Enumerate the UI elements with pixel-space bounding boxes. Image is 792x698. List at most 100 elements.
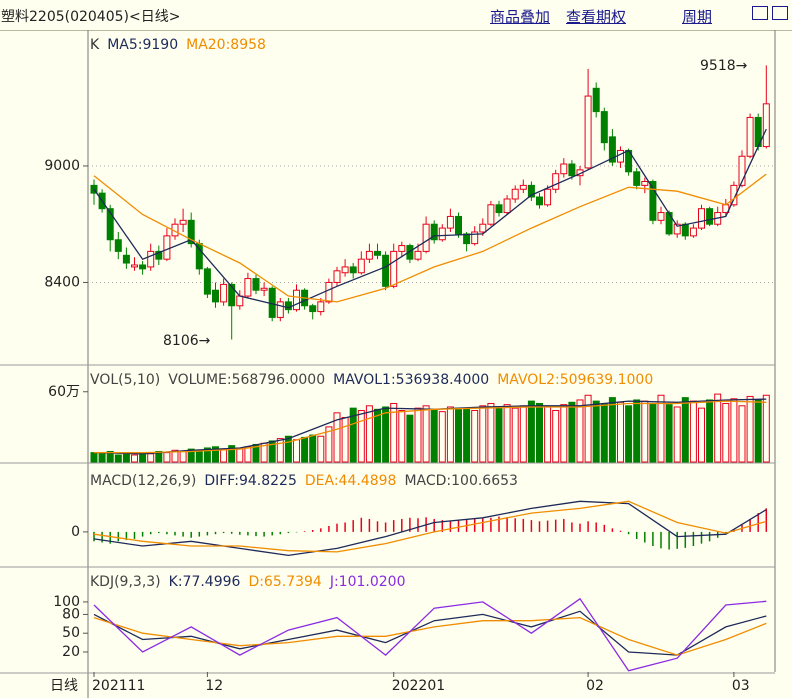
legend-entry: MACD(12,26,9)	[90, 473, 196, 489]
link[interactable]: 商品叠加	[490, 8, 551, 26]
candle-body	[374, 250, 381, 256]
volume-bar	[665, 404, 673, 463]
candle-body	[293, 289, 300, 311]
volume-bar	[438, 411, 446, 463]
legend-entry: K	[90, 37, 100, 53]
legend-entry: MAVOL1:536938.4000	[333, 372, 489, 388]
candle-body	[414, 250, 422, 260]
annotation: 9518→	[700, 58, 748, 74]
link[interactable]: 查看期权	[566, 8, 627, 26]
candle-body	[341, 266, 349, 274]
volume-bar	[414, 407, 422, 463]
volume-bar	[301, 436, 309, 463]
x-tick-label: 12	[205, 678, 223, 694]
volume-bar	[155, 450, 163, 463]
candle-body	[122, 254, 130, 264]
volume-bar	[633, 399, 641, 463]
volume-bar	[698, 407, 705, 463]
legend-entry: D:65.7394	[248, 574, 321, 590]
candle-body	[276, 301, 284, 318]
legend-entry: K:77.4996	[169, 574, 241, 590]
volume-bar	[657, 394, 665, 463]
link[interactable]: 周期	[682, 8, 713, 26]
volume-bar	[333, 412, 341, 463]
volume-bar	[446, 406, 454, 463]
legend: KDJ(9,3,3) K:77.4996 D:65.7394 J:101.0200	[90, 574, 405, 590]
legend-entry: DIFF:94.8225	[204, 473, 297, 489]
header-title: 塑料2205(020405)<日线>	[1, 9, 181, 25]
candle-body	[244, 278, 252, 297]
volume-bar	[722, 402, 730, 463]
y-tick-label: 8400	[44, 274, 80, 290]
y-tick-label: 20	[62, 644, 80, 660]
candle-body	[179, 219, 187, 225]
volume-bar	[349, 407, 357, 463]
volume-bar	[268, 440, 276, 463]
volume-bar	[681, 397, 689, 463]
candle-body	[236, 295, 244, 307]
candle-body	[284, 301, 292, 311]
volume-bar	[738, 405, 746, 463]
indicator-line	[93, 128, 767, 309]
candle-body	[560, 163, 568, 175]
volume-bar	[220, 448, 228, 463]
volume-bar	[212, 446, 219, 463]
candle-body	[390, 250, 398, 287]
candle-body	[641, 180, 649, 186]
volume-bar	[536, 402, 543, 463]
volume-bar	[374, 408, 381, 463]
candle-body	[131, 264, 138, 268]
volume-bar	[754, 399, 762, 463]
x-tick-label: 202201	[392, 678, 445, 694]
candle-body	[738, 155, 746, 186]
indicator-line	[93, 173, 767, 303]
indicator-line	[93, 597, 767, 672]
candle-body	[357, 258, 365, 274]
legend-entry: KDJ(9,3,3)	[90, 574, 161, 590]
candle-body	[689, 227, 697, 237]
volume-bar	[98, 453, 106, 463]
volume-bar	[147, 453, 155, 463]
nav-button[interactable]	[752, 6, 768, 20]
candle-body	[333, 270, 341, 283]
volume-bar	[519, 405, 527, 463]
candle-body	[365, 250, 373, 260]
volume-bar	[317, 435, 325, 463]
volume-bar	[131, 454, 138, 463]
volume-bar	[284, 435, 292, 463]
volume-bar	[325, 426, 333, 463]
legend-entry: MA20:8958	[186, 37, 266, 53]
candle-body	[657, 212, 665, 221]
nav-button[interactable]	[772, 6, 788, 20]
candle-body	[698, 208, 705, 229]
volume-bar	[406, 414, 414, 463]
candle-body	[220, 283, 228, 303]
candle-body	[681, 223, 689, 237]
x-tick-label: 202111	[92, 678, 145, 694]
volume-bar	[195, 449, 203, 463]
indicator-line	[93, 616, 767, 656]
volume-bar	[544, 406, 552, 463]
candle-body	[139, 264, 147, 270]
candle-body	[673, 223, 681, 235]
y-tick-label: 50	[62, 625, 80, 641]
candle-body	[503, 198, 511, 214]
volume-bar	[114, 454, 122, 463]
volume-bar	[382, 406, 390, 463]
candle-body	[592, 87, 600, 113]
candle-body	[106, 208, 114, 241]
volume-bar	[568, 401, 576, 463]
volume-bar	[90, 452, 98, 463]
volume-bar	[649, 402, 657, 463]
volume-bar	[236, 447, 244, 463]
volume-bar	[495, 406, 503, 463]
candle-body	[422, 223, 430, 252]
volume-bar	[106, 450, 114, 463]
candle-body	[406, 245, 414, 260]
candle-body	[309, 305, 317, 313]
x-tick-label: 02	[586, 678, 604, 694]
candle-body	[730, 184, 738, 206]
candle-body	[600, 111, 608, 144]
candle-body	[633, 171, 641, 186]
